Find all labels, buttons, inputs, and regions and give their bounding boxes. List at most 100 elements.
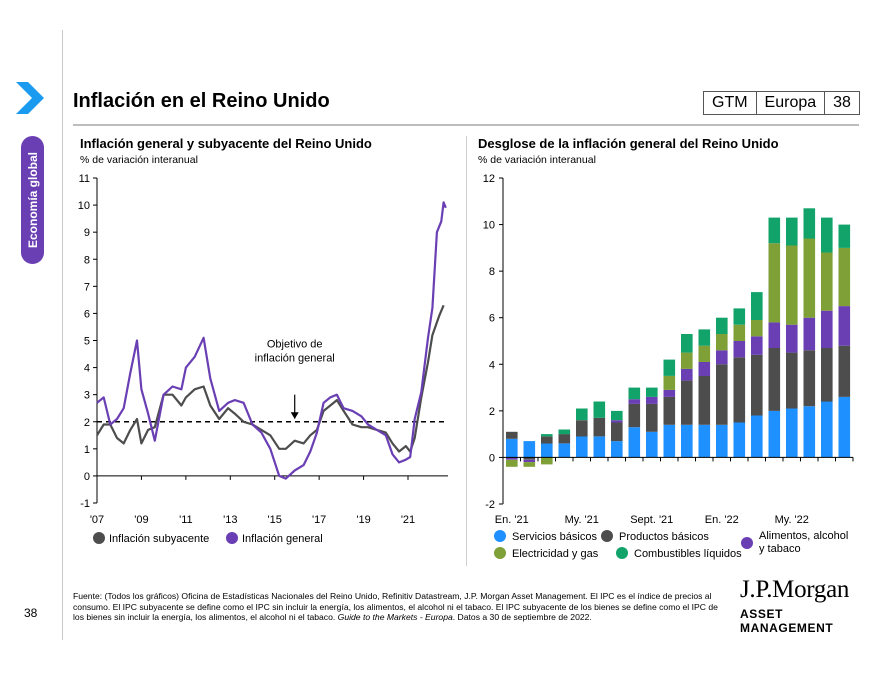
bar-segment	[733, 341, 746, 358]
source-date: . Datos a 30 de septiembre de 2022.	[452, 612, 592, 622]
x-tick-label: En. '21	[495, 514, 529, 526]
x-tick-label: '13	[223, 514, 237, 526]
section-tab-label: Economía global	[25, 151, 40, 249]
bar-segment	[506, 431, 518, 439]
bar-segment	[751, 320, 763, 337]
source-note: Fuente: (Todos los gráficos) Oficina de …	[73, 591, 718, 623]
bar-segment	[663, 359, 676, 376]
bar-segment	[786, 324, 798, 353]
bar-segment	[733, 324, 746, 341]
right-chart-title: Desglose de la inflación general del Rei…	[478, 136, 779, 151]
bar-segment	[646, 396, 658, 404]
target-label: Objetivo de	[267, 338, 323, 350]
bar-segment	[821, 401, 833, 458]
bar-segment	[698, 424, 711, 458]
bar-segment	[751, 355, 763, 416]
legend-label: Servicios básicos	[512, 531, 597, 543]
line-chart: -1 0 1 2 3 4 5 6 7 8 9 10 11 '07 '09 '11 '13 '15 '17 '19 '21…	[78, 173, 448, 545]
legend-marker	[494, 547, 506, 559]
bar-segment	[786, 352, 798, 409]
bar-segment	[838, 224, 851, 248]
left-chart-ylabel: % de variación interanual	[80, 154, 198, 166]
page-number: 38	[24, 606, 38, 620]
y-tick-label: 0	[84, 471, 90, 483]
bar-segment	[786, 408, 798, 458]
bar-segment	[698, 345, 711, 362]
bar-segment	[838, 345, 851, 397]
bar-segment	[803, 350, 816, 407]
left-rule	[62, 30, 63, 640]
bar-segment	[523, 462, 536, 467]
legend-label: Alimentos, alcohol	[759, 530, 848, 542]
bar-segment	[768, 322, 781, 348]
bar-segment	[576, 436, 588, 458]
bar-segment	[558, 429, 571, 435]
x-tick-label: '11	[179, 514, 193, 526]
bar-segment	[716, 364, 728, 425]
bar-segment	[698, 362, 711, 376]
y-tick-label: 7	[84, 281, 90, 293]
y-tick-label: 0	[489, 452, 495, 464]
bar-segment	[803, 208, 816, 239]
bar-segment	[821, 310, 833, 348]
y-tick-label: 12	[483, 173, 495, 185]
bar-segment	[751, 336, 763, 355]
legend-marker	[601, 530, 613, 542]
badge-page: 38	[824, 92, 859, 114]
bar-segment	[838, 247, 851, 307]
bar-segment	[593, 417, 606, 437]
bar-segment	[663, 424, 676, 458]
guide-badge: GTM Europa 38	[703, 91, 860, 115]
x-tick-label: My. '22	[775, 514, 809, 526]
bar-segment	[646, 431, 658, 458]
chevron-right-icon	[16, 82, 44, 114]
bar-segment	[821, 348, 833, 402]
bar-segment	[576, 420, 588, 437]
y-tick-label: 11	[79, 173, 90, 185]
bar-segment	[768, 243, 781, 323]
bar-segment	[838, 396, 851, 458]
bar-segment	[523, 459, 536, 463]
bar-segment	[821, 252, 833, 311]
bar-segment	[786, 217, 798, 246]
bar-segment	[646, 403, 658, 432]
header-divider	[73, 124, 859, 126]
x-tick-label: '19	[356, 514, 370, 526]
bar-segment	[523, 457, 536, 460]
y-tick-label: 2	[84, 417, 90, 429]
bar-segment	[663, 389, 676, 397]
legend-marker	[741, 537, 753, 549]
legend-label: y tabaco	[759, 543, 801, 555]
y-tick-label: 10	[483, 220, 495, 232]
legend-marker	[494, 530, 506, 542]
legend-marker	[93, 532, 105, 544]
bar-segment	[698, 375, 711, 425]
stacked-bar-chart: -2 0 2 4 6 8 10 12 En. '21 My. '21 Sept. '21 En. '2…	[483, 173, 854, 560]
x-tick-label: Sept. '21	[630, 514, 673, 526]
y-tick-label: 6	[84, 308, 90, 320]
section-tab[interactable]: Economía global	[21, 136, 44, 264]
bar-segment	[681, 352, 693, 369]
bar-segment	[541, 436, 553, 444]
bar-segment	[821, 217, 833, 253]
bar-segment	[576, 408, 588, 421]
y-tick-label: 4	[84, 363, 90, 375]
bar-segment	[716, 350, 728, 365]
bar-segment	[838, 306, 851, 346]
page-title: Inflación en el Reino Unido	[73, 90, 330, 112]
bar-segment	[506, 438, 518, 458]
series-line-inflación-general	[96, 201, 447, 480]
bar-segment	[611, 410, 623, 421]
bar-segment	[733, 308, 746, 325]
bar-segment	[663, 375, 676, 390]
bar-segment	[506, 457, 518, 460]
y-tick-label: 1	[84, 444, 90, 456]
badge-region: Europa	[755, 92, 825, 114]
badge-guide: GTM	[712, 94, 748, 111]
target-label: inflación general	[255, 352, 335, 364]
y-tick-label: 6	[489, 313, 495, 325]
bar-segment	[681, 380, 693, 425]
bar-segment	[628, 387, 641, 400]
bar-segment	[681, 334, 693, 353]
bar-segment	[558, 443, 571, 458]
